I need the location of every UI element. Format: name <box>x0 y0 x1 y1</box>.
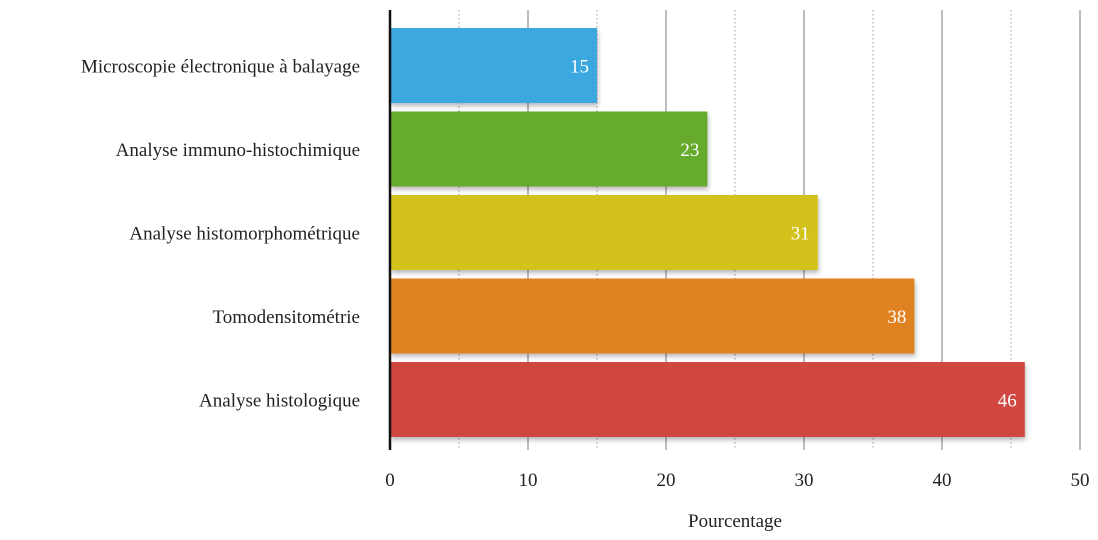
bar-value-label: 38 <box>887 307 906 328</box>
bar-value-label: 15 <box>570 57 589 78</box>
x-tick-label: 50 <box>1071 470 1090 491</box>
x-tick-label: 40 <box>933 470 952 491</box>
bar <box>390 362 1025 437</box>
x-axis-title: Pourcentage <box>688 511 782 532</box>
labels: 15 Microscopie électronique à balayage 23 A… <box>81 57 1090 533</box>
bar <box>390 278 915 354</box>
bar <box>390 195 818 270</box>
bar-value-label: 46 <box>998 391 1017 412</box>
bar-value-label: 31 <box>791 224 810 245</box>
x-tick-label: 20 <box>657 470 676 491</box>
bar-value-label: 23 <box>680 140 699 161</box>
bar <box>390 28 597 103</box>
category-label: Analyse histologique <box>199 391 360 412</box>
category-label: Analyse immuno-histochimique <box>116 140 360 161</box>
bars <box>390 28 1025 437</box>
category-label: Analyse histomorphométrique <box>129 224 360 245</box>
category-label: Tomodensitométrie <box>213 307 360 328</box>
category-label: Microscopie électronique à balayage <box>81 57 360 78</box>
x-tick-label: 10 <box>519 470 538 491</box>
x-tick-label: 0 <box>385 470 395 491</box>
x-tick-label: 30 <box>795 470 814 491</box>
bar <box>390 111 708 187</box>
